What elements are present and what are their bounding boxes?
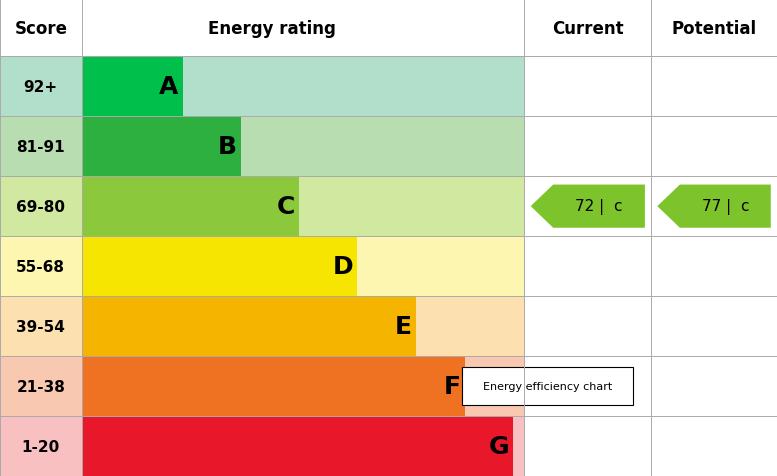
Text: Current: Current: [552, 20, 624, 38]
Text: 1-20: 1-20: [22, 438, 60, 454]
Text: 77 |  c: 77 | c: [702, 199, 749, 215]
Text: Potential: Potential: [671, 20, 757, 38]
Bar: [0, 57, 82, 117]
Text: 69-80: 69-80: [16, 199, 65, 214]
Bar: [82, 297, 416, 357]
Text: G: G: [488, 434, 509, 458]
Bar: [82, 357, 524, 416]
Bar: [82, 57, 183, 117]
Bar: [0, 357, 82, 416]
Bar: [82, 357, 465, 416]
Text: 21-38: 21-38: [16, 379, 65, 394]
Bar: [82, 57, 524, 117]
Bar: [82, 177, 299, 237]
Text: 39-54: 39-54: [16, 319, 65, 334]
Bar: [0, 297, 82, 357]
Bar: [82, 416, 513, 476]
Bar: [0, 177, 82, 237]
Bar: [0, 237, 82, 297]
Bar: [0, 416, 82, 476]
Text: E: E: [395, 315, 412, 338]
Bar: [82, 237, 357, 297]
Bar: [82, 237, 524, 297]
Bar: [82, 117, 524, 177]
Polygon shape: [531, 185, 645, 228]
Bar: [82, 416, 524, 476]
Text: Score: Score: [14, 20, 68, 38]
Text: Energy efficiency chart: Energy efficiency chart: [483, 381, 612, 391]
Text: 55-68: 55-68: [16, 259, 65, 274]
Text: Energy rating: Energy rating: [208, 20, 336, 38]
Bar: [82, 177, 524, 237]
Text: 72 |  c: 72 | c: [575, 199, 623, 215]
Text: A: A: [159, 75, 179, 99]
Text: B: B: [218, 135, 237, 159]
Polygon shape: [657, 185, 771, 228]
Bar: [82, 297, 524, 357]
Bar: [0, 117, 82, 177]
Text: 92+: 92+: [24, 79, 57, 95]
Text: D: D: [333, 255, 354, 278]
FancyBboxPatch shape: [462, 367, 633, 405]
Bar: [82, 117, 241, 177]
Text: 81-91: 81-91: [16, 139, 65, 154]
Text: F: F: [444, 374, 461, 398]
Text: C: C: [277, 195, 295, 218]
